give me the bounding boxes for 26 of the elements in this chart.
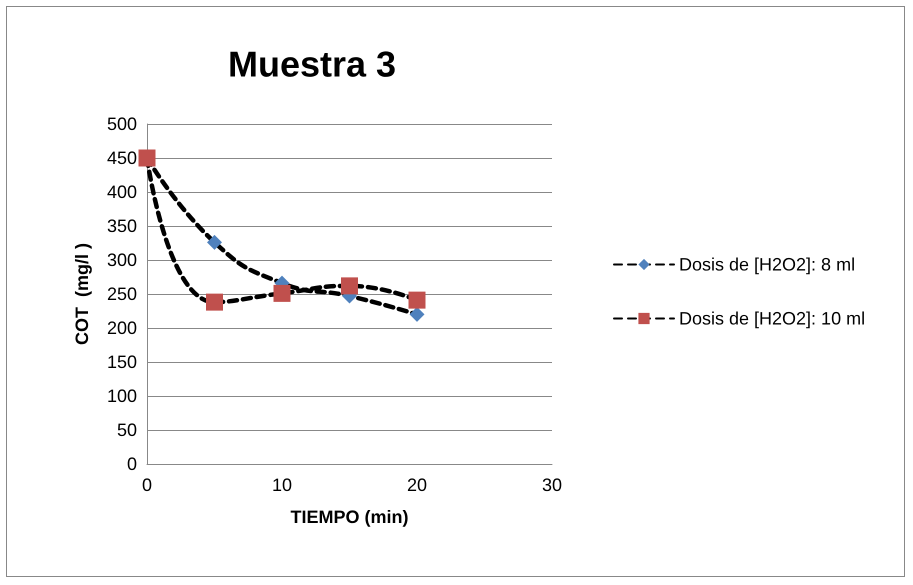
point [341,277,358,294]
x-tick-label: 10 [272,475,292,495]
y-tick-label: 350 [106,216,137,236]
point [206,294,223,311]
chart-title: Muestra 3 [228,44,396,84]
y-tick-label: 150 [106,352,137,372]
y-tick-label: 100 [106,386,137,406]
legend-label: Dosis de [H2O2]: 10 ml [679,308,866,328]
legend-label: Dosis de [H2O2]: 8 ml [679,254,856,274]
y-tick-label: 400 [106,182,137,202]
y-tick-label: 500 [106,114,137,134]
x-tick-label: 20 [406,475,428,495]
point [274,284,290,302]
x-tick-label: 0 [142,475,152,495]
y-tick-label: 450 [106,148,137,168]
point [408,292,426,309]
y-tick-label: 200 [106,318,137,338]
y-tick-label: 0 [126,454,137,474]
y-tick-label: 300 [106,250,137,270]
y-axis-title: COT (mg/l ) [72,243,92,345]
y-tick-label: 50 [116,420,137,440]
point [410,306,424,322]
x-tick-label: 30 [542,475,562,495]
y-tick-label: 250 [106,284,137,304]
point [207,234,222,250]
x-axis-title: TIEMPO (min) [290,507,408,527]
